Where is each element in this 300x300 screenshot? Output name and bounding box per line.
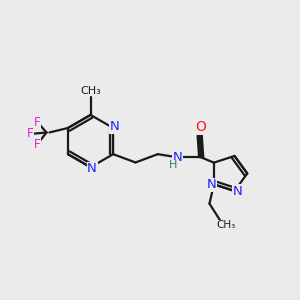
Text: N: N (173, 151, 183, 164)
Text: N: N (232, 184, 242, 197)
Text: H: H (169, 160, 177, 170)
Text: F: F (34, 116, 40, 129)
Text: N: N (207, 178, 216, 191)
Text: O: O (195, 120, 206, 134)
Text: N: N (87, 162, 97, 175)
Text: CH₃: CH₃ (217, 220, 236, 230)
Text: CH₃: CH₃ (80, 85, 101, 96)
Text: F: F (34, 138, 40, 152)
Text: N: N (110, 120, 120, 133)
Text: F: F (27, 128, 34, 140)
